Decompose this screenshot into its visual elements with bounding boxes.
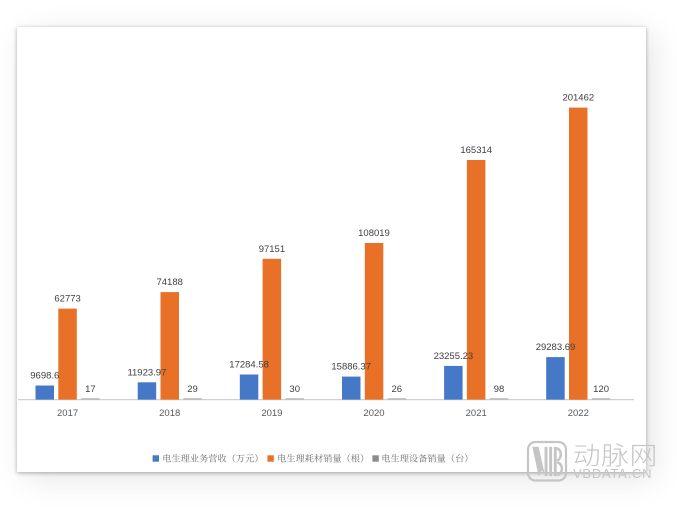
svg-text:2017: 2017	[57, 408, 78, 419]
svg-text:26: 26	[392, 384, 403, 395]
svg-text:62773: 62773	[54, 294, 80, 305]
svg-text:120: 120	[593, 384, 609, 395]
svg-text:29: 29	[187, 384, 198, 395]
svg-text:9698.6: 9698.6	[30, 371, 59, 382]
svg-text:17284.58: 17284.58	[229, 360, 269, 371]
svg-text:98: 98	[494, 384, 505, 395]
svg-text:23255.23: 23255.23	[434, 351, 474, 362]
svg-text:2019: 2019	[261, 408, 282, 419]
svg-text:2020: 2020	[363, 408, 384, 419]
svg-text:29283.69: 29283.69	[536, 342, 576, 353]
svg-text:2021: 2021	[466, 408, 487, 419]
svg-text:108019: 108019	[358, 228, 390, 239]
svg-text:17: 17	[85, 384, 96, 395]
svg-text:15886.37: 15886.37	[331, 362, 371, 373]
svg-text:11923.97: 11923.97	[127, 367, 166, 378]
svg-text:201462: 201462	[562, 93, 594, 104]
svg-text:74188: 74188	[156, 277, 182, 288]
svg-text:2022: 2022	[568, 408, 589, 419]
svg-text:97151: 97151	[259, 244, 285, 255]
svg-text:2018: 2018	[159, 408, 180, 419]
svg-text:30: 30	[289, 384, 300, 395]
svg-text:VBDATA.CN: VBDATA.CN	[573, 466, 652, 481]
svg-text:165314: 165314	[460, 145, 492, 156]
